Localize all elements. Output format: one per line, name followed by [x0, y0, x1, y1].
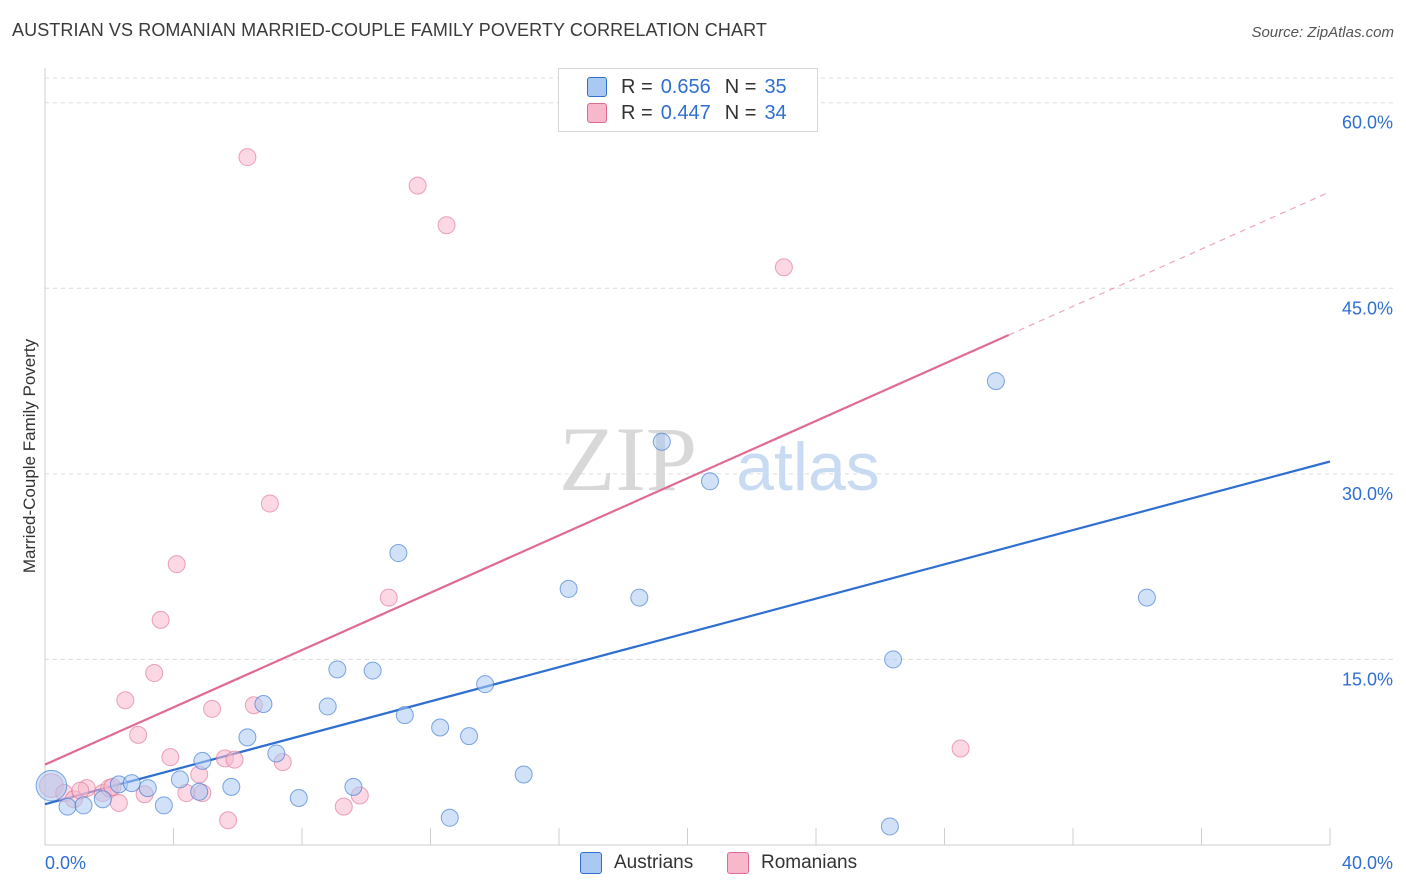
romanian-point: [219, 811, 238, 830]
x-tick-label: 40.0%: [1342, 853, 1393, 873]
y-tick-label: 60.0%: [1342, 113, 1393, 133]
romanian-point: [408, 176, 427, 195]
austrian-point: [328, 660, 347, 679]
y-tick-label: 30.0%: [1342, 484, 1393, 504]
n-label: N =: [724, 101, 757, 124]
romanians-trend-extension: [1008, 191, 1331, 336]
austrian-point: [190, 782, 209, 801]
austrian-point: [880, 817, 899, 836]
x-tick-label: 0.0%: [45, 853, 86, 873]
austrian-point: [122, 774, 141, 793]
austrian-point: [431, 718, 450, 737]
austrian-point: [74, 796, 93, 815]
austrian-point: [93, 790, 112, 809]
romanians-legend-swatch: [727, 852, 749, 874]
austrian-point: [440, 808, 459, 827]
austrian-point: [35, 769, 68, 802]
romanian-point: [203, 699, 222, 718]
watermark: ZIP atlas: [559, 408, 880, 510]
romanian-point: [151, 610, 170, 629]
austrian-point: [289, 788, 308, 807]
austrian-point: [238, 728, 257, 747]
austrian-point: [884, 650, 903, 669]
n-value-romanians: 34: [764, 101, 787, 124]
romanian-point: [437, 216, 456, 235]
r-label: R =: [621, 101, 653, 124]
r-label: R =: [621, 75, 653, 98]
correlation-legend: R = 0.656 N = 35 R = 0.447 N = 34: [558, 68, 818, 132]
romanian-point: [260, 494, 279, 513]
legend-item-austrians[interactable]: Austrians: [580, 852, 693, 874]
austrian-point: [254, 694, 273, 713]
austrians-points: [35, 372, 1156, 836]
r-value-austrians: 0.656: [660, 75, 711, 98]
y-tick-label: 45.0%: [1342, 298, 1393, 318]
romanian-point: [334, 797, 353, 816]
romanian-point: [167, 555, 186, 574]
axes: [44, 68, 1331, 846]
n-value-austrians: 35: [764, 75, 787, 98]
series-legend: Austrians Romanians: [0, 852, 1406, 878]
romanian-point: [951, 739, 970, 758]
chart-title: AUSTRIAN VS ROMANIAN MARRIED-COUPLE FAMI…: [12, 20, 767, 40]
austrian-point: [267, 744, 286, 763]
romanian-point: [129, 725, 148, 744]
romanian-point: [225, 750, 244, 769]
austrian-point: [318, 697, 337, 716]
legend-row-romanians: R = 0.447 N = 34: [587, 101, 787, 125]
austrian-point: [363, 661, 382, 680]
austrian-point: [58, 797, 77, 816]
n-label: N =: [724, 75, 757, 98]
austrian-point: [630, 588, 649, 607]
austrian-point: [559, 579, 578, 598]
austrian-point: [193, 751, 212, 770]
romanian-point: [774, 258, 793, 277]
romanian-point: [109, 793, 128, 812]
romanians-trend-line: [44, 334, 1010, 766]
legend-row-austrians: R = 0.656 N = 35: [587, 75, 787, 99]
austrians-swatch: [587, 77, 607, 97]
watermark-zip: ZIP: [559, 408, 697, 510]
romanian-point: [145, 664, 164, 683]
austrian-point: [170, 770, 189, 789]
austrian-point: [700, 472, 719, 491]
austrian-point: [138, 779, 157, 798]
austrians-legend-swatch: [580, 852, 602, 874]
r-value-romanians: 0.447: [660, 101, 711, 124]
romanian-point: [379, 588, 398, 607]
austrian-point: [986, 372, 1005, 391]
romanians-legend-label: Romanians: [761, 852, 858, 873]
y-tick-label: 15.0%: [1342, 669, 1393, 689]
trend-lines: [44, 191, 1331, 806]
y-axis-label: Married-Couple Family Poverty: [20, 338, 39, 574]
austrians-legend-label: Austrians: [614, 852, 694, 873]
source-credit: Source: ZipAtlas.com: [1251, 24, 1394, 41]
watermark-atlas: atlas: [736, 429, 880, 505]
austrian-point: [460, 727, 479, 746]
austrian-point: [476, 675, 495, 694]
romanians-swatch: [587, 103, 607, 123]
romanian-point: [71, 781, 90, 800]
austrians-trend-line: [44, 460, 1331, 806]
legend-item-romanians[interactable]: Romanians: [727, 852, 857, 874]
austrian-point: [395, 706, 414, 725]
tick-labels: 15.0% 30.0% 45.0% 60.0% 0.0% 40.0%: [45, 113, 1393, 873]
austrian-point: [652, 432, 671, 451]
romanian-point: [116, 691, 135, 710]
austrian-point: [344, 777, 363, 796]
romanian-point: [161, 748, 180, 767]
austrian-point: [154, 796, 173, 815]
austrian-point: [389, 544, 408, 563]
austrian-point: [514, 765, 533, 784]
romanian-point: [238, 148, 257, 167]
austrian-point: [1137, 588, 1156, 607]
austrian-point: [222, 777, 241, 796]
